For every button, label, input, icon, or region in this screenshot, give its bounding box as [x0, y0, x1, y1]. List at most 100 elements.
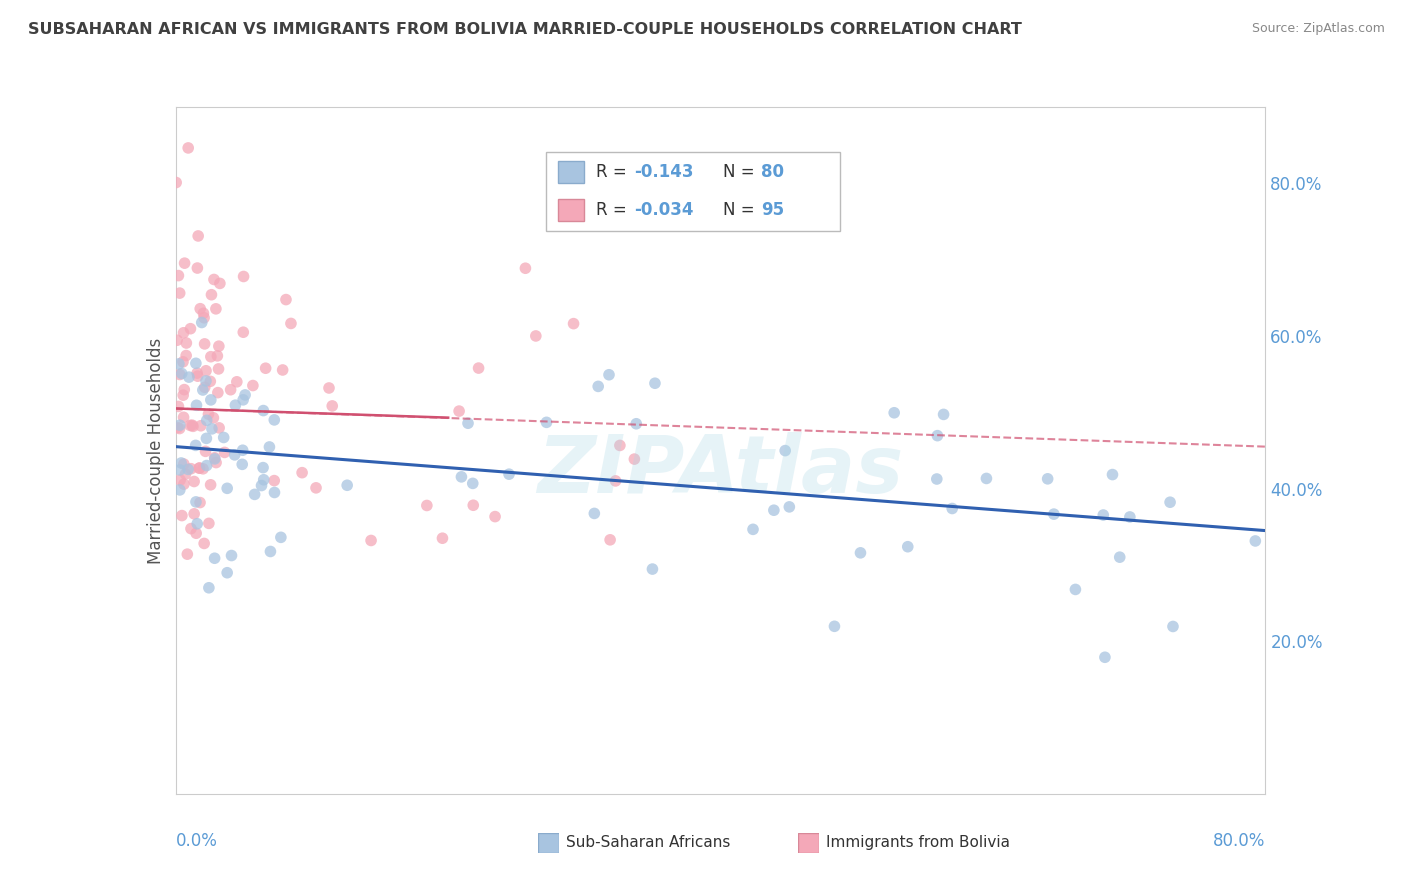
Point	[167, 357, 190, 371]
Point	[186, 366, 208, 380]
Point	[180, 522, 202, 536]
Point	[598, 368, 620, 382]
Point	[457, 416, 479, 430]
Point	[169, 463, 191, 477]
Point	[172, 388, 194, 402]
Point	[305, 481, 328, 495]
Point	[173, 457, 195, 471]
Point	[623, 452, 645, 467]
Point	[194, 337, 217, 351]
Text: ZIPAtlas: ZIPAtlas	[537, 432, 904, 510]
Point	[169, 483, 191, 497]
Point	[360, 533, 382, 548]
Point	[173, 410, 195, 425]
Point	[179, 321, 201, 335]
Point	[204, 451, 226, 466]
Point	[191, 383, 214, 397]
Text: SUBSAHARAN AFRICAN VS IMMIGRANTS FROM BOLIVIA MARRIED-COUPLE HOUSEHOLDS CORRELAT: SUBSAHARAN AFRICAN VS IMMIGRANTS FROM BO…	[28, 22, 1022, 37]
Point	[467, 361, 489, 376]
Point	[416, 499, 439, 513]
FancyBboxPatch shape	[546, 152, 841, 231]
Point	[252, 460, 274, 475]
Point	[195, 458, 218, 473]
Point	[187, 369, 209, 384]
Point	[224, 448, 246, 462]
Point	[190, 316, 212, 330]
FancyBboxPatch shape	[558, 199, 585, 221]
Point	[925, 472, 948, 486]
Point	[187, 229, 209, 244]
FancyBboxPatch shape	[799, 833, 818, 853]
Point	[274, 293, 297, 307]
Point	[336, 478, 359, 492]
Point	[243, 487, 266, 501]
Point	[204, 551, 226, 566]
Point	[254, 361, 277, 376]
Point	[762, 503, 785, 517]
Point	[250, 478, 273, 492]
Point	[173, 326, 195, 340]
Point	[232, 392, 254, 407]
Point	[432, 531, 454, 545]
Point	[823, 619, 845, 633]
Point	[599, 533, 621, 547]
Point	[173, 383, 195, 397]
Point	[321, 399, 343, 413]
Point	[170, 367, 193, 381]
Point	[205, 456, 228, 470]
Text: R =: R =	[596, 163, 633, 181]
Point	[205, 301, 228, 316]
Point	[1244, 533, 1267, 548]
FancyBboxPatch shape	[537, 833, 560, 853]
Point	[232, 443, 254, 458]
Point	[188, 461, 211, 475]
Point	[586, 379, 609, 393]
Point	[202, 410, 225, 425]
Point	[562, 317, 585, 331]
Point	[524, 329, 547, 343]
Point	[1064, 582, 1087, 597]
Point	[204, 450, 226, 465]
Point	[221, 549, 243, 563]
Point	[186, 526, 208, 541]
Point	[167, 400, 190, 414]
Point	[291, 466, 314, 480]
Point	[1036, 472, 1059, 486]
Point	[1092, 508, 1115, 522]
Point	[217, 566, 239, 580]
Point	[181, 418, 204, 433]
Point	[184, 438, 207, 452]
Point	[195, 413, 218, 427]
Point	[1094, 650, 1116, 665]
Point	[190, 418, 212, 433]
Point	[184, 356, 207, 370]
Point	[183, 475, 205, 489]
Point	[626, 417, 648, 431]
Point	[200, 375, 222, 389]
Point	[449, 404, 471, 418]
Point	[1101, 467, 1123, 482]
Point	[270, 530, 292, 544]
Point	[208, 421, 231, 435]
Point	[605, 474, 627, 488]
Point	[177, 462, 200, 476]
Point	[174, 349, 197, 363]
Point	[263, 485, 285, 500]
Point	[941, 501, 963, 516]
Text: N =: N =	[723, 163, 759, 181]
Point	[186, 261, 208, 276]
Point	[200, 392, 222, 407]
Point	[242, 378, 264, 392]
Point	[174, 467, 197, 481]
Point	[208, 277, 231, 291]
Point	[173, 256, 195, 270]
Point	[259, 440, 281, 454]
Point	[172, 355, 194, 369]
Point	[197, 407, 219, 421]
Point	[188, 461, 211, 475]
Point	[186, 398, 208, 412]
Point	[450, 470, 472, 484]
Point	[232, 269, 254, 284]
Text: R =: R =	[596, 201, 633, 219]
Point	[207, 385, 229, 400]
